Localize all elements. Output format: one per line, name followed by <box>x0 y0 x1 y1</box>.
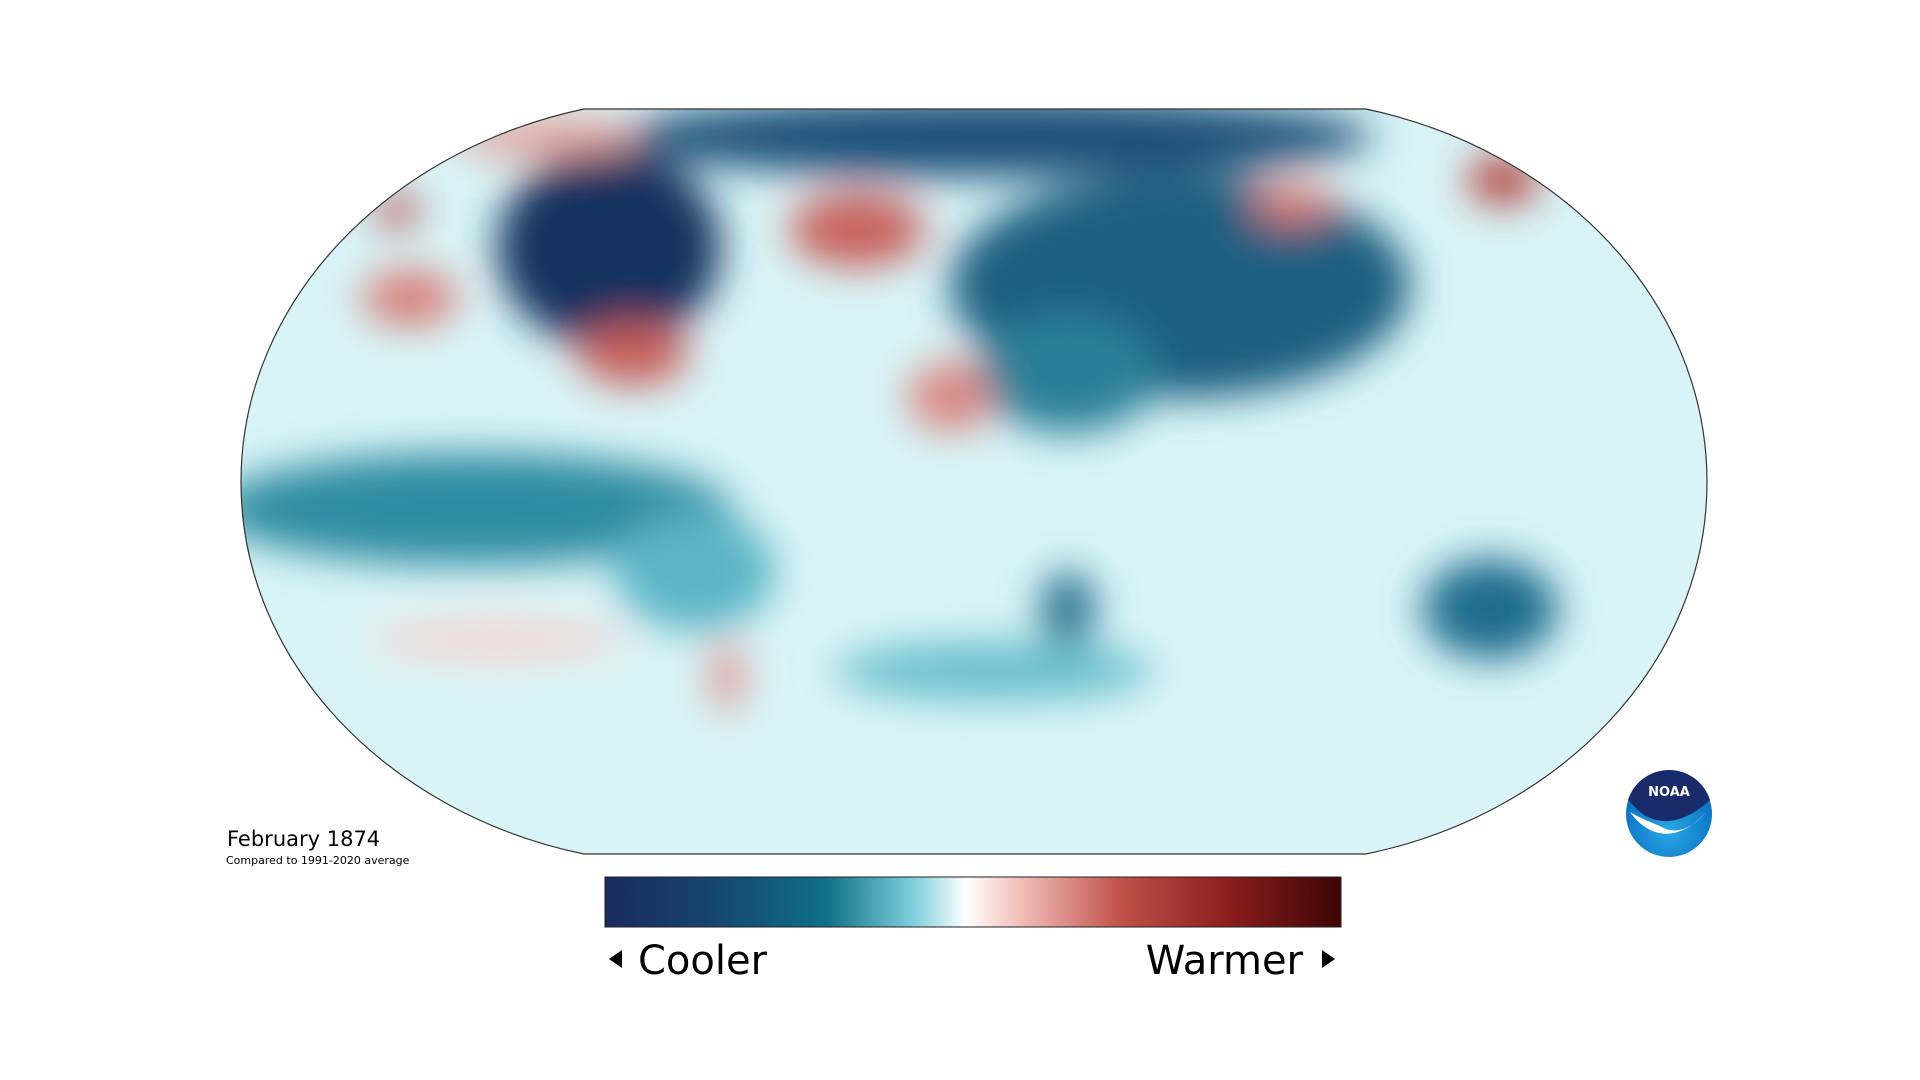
noaa-logo: NOAA <box>1626 769 1712 857</box>
map-subtitle: Compared to 1991-2020 average <box>226 854 410 867</box>
map-outline <box>240 108 1708 855</box>
warmer-arrow <box>1322 950 1335 968</box>
legend-high-label: Warmer <box>1146 938 1304 984</box>
map-title: February 1874 <box>227 827 380 851</box>
legend-low-label: Cooler <box>638 938 768 984</box>
cooler-arrow <box>609 950 622 968</box>
anomaly-field <box>241 109 1707 854</box>
color-scale-bar <box>604 876 1342 928</box>
logo-text: NOAA <box>1648 785 1690 800</box>
